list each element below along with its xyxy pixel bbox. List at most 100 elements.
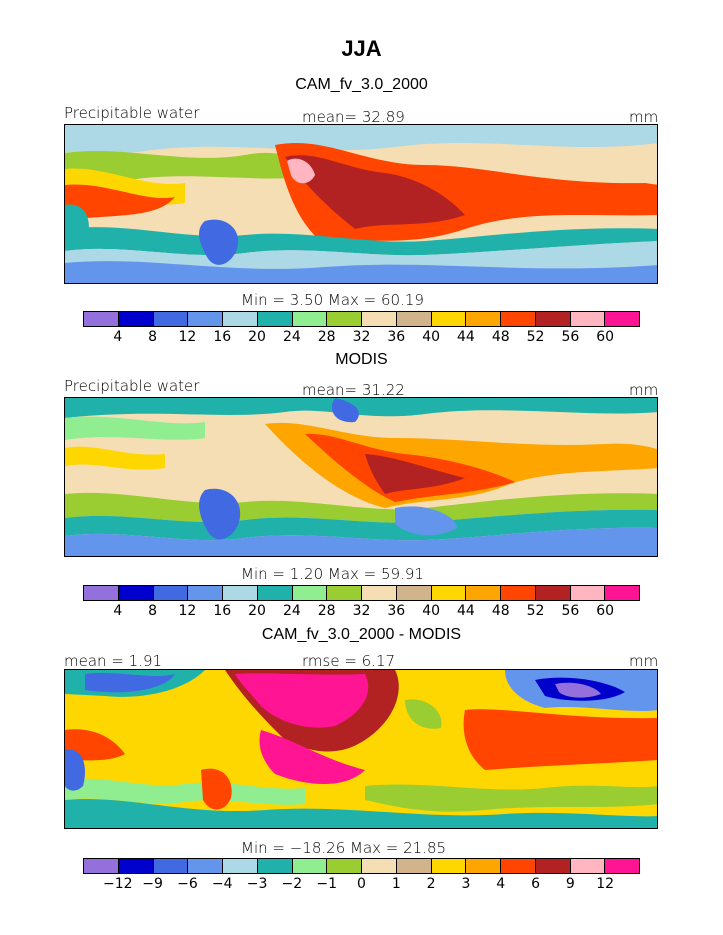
- colorbar-swatch: [396, 586, 432, 600]
- tick-label: 60: [596, 603, 615, 619]
- panel-3-units: mm: [629, 652, 659, 670]
- tick-label: 44: [457, 603, 475, 619]
- panel-2-ticks: 4 8 12 16 20 24 28 32 36 40 44 48 52 56 …: [83, 603, 640, 619]
- colorbar-swatch: [257, 312, 293, 326]
- tick-label: 12: [178, 603, 197, 619]
- tick-label: 8: [148, 329, 158, 345]
- colorbar-swatch: [153, 312, 189, 326]
- colorbar-swatch: [153, 859, 189, 873]
- tick-label: 60: [596, 329, 615, 345]
- panel-2-colorbar: [83, 585, 640, 601]
- colorbar-swatch: [605, 586, 639, 600]
- colorbar-swatch: [396, 312, 432, 326]
- tick-label: 32: [352, 603, 371, 619]
- panel-1-units: mm: [629, 108, 659, 126]
- tick-label: 12: [596, 876, 615, 892]
- tick-label: 24: [282, 603, 301, 619]
- tick-label: 36: [387, 329, 406, 345]
- tick-label: −9: [142, 876, 163, 892]
- colorbar-swatch: [188, 859, 223, 873]
- panel-3-mean: mean = 1.91: [64, 652, 163, 670]
- tick-label: 4: [496, 876, 506, 892]
- tick-label: 24: [282, 329, 301, 345]
- tick-label: 52: [526, 329, 545, 345]
- colorbar-swatch: [535, 859, 571, 873]
- panel-1-title: CAM_fv_3.0_2000: [295, 76, 428, 93]
- colorbar-swatch: [605, 859, 639, 873]
- tick-label: 4: [113, 329, 123, 345]
- tick-label: 16: [213, 603, 232, 619]
- tick-label: 32: [352, 329, 371, 345]
- tick-label: 0: [357, 876, 366, 892]
- colorbar-swatch: [501, 312, 536, 326]
- panel-1-ticks: 4 8 12 16 20 24 28 32 36 40 44 48 52 56 …: [83, 329, 640, 345]
- colorbar-swatch: [570, 312, 606, 326]
- tick-label: 6: [531, 876, 541, 892]
- colorbar-swatch: [501, 859, 536, 873]
- tick-label: 8: [148, 603, 158, 619]
- colorbar-swatch: [570, 859, 606, 873]
- colorbar-swatch: [327, 586, 362, 600]
- tick-label: −2: [281, 876, 303, 892]
- colorbar-swatch: [84, 586, 119, 600]
- tick-label: 40: [422, 603, 441, 619]
- colorbar-swatch: [292, 586, 328, 600]
- panel-2-minmax: Min = 1.20 Max = 59.91: [241, 565, 424, 583]
- tick-label: 9: [565, 876, 575, 892]
- tick-label: 28: [317, 329, 336, 345]
- colorbar-swatch: [501, 586, 536, 600]
- colorbar-swatch: [84, 312, 119, 326]
- colorbar-swatch: [223, 586, 258, 600]
- tick-label: −1: [316, 876, 338, 892]
- panel-2-mean: mean= 31.22: [302, 381, 405, 399]
- colorbar-swatch: [327, 859, 362, 873]
- panel-3-title: CAM_fv_3.0_2000 - MODIS: [261, 626, 462, 643]
- tick-label: 20: [248, 603, 266, 619]
- colorbar-swatch: [431, 586, 467, 600]
- colorbar-swatch: [431, 859, 467, 873]
- colorbar-swatch: [396, 859, 432, 873]
- colorbar-swatch: [188, 586, 223, 600]
- colorbar-swatch: [118, 859, 154, 873]
- season-title: JJA: [341, 36, 382, 61]
- colorbar-swatch: [257, 586, 293, 600]
- tick-label: 48: [491, 603, 510, 619]
- tick-label: 44: [457, 329, 475, 345]
- colorbar-swatch: [188, 312, 223, 326]
- panel-3-minmax: Min = −18.26 Max = 21.85: [241, 839, 447, 857]
- colorbar-swatch: [257, 859, 293, 873]
- panel-2-title: MODIS: [335, 351, 388, 368]
- colorbar-swatch: [327, 312, 362, 326]
- tick-label: 12: [178, 329, 197, 345]
- colorbar-swatch: [118, 312, 154, 326]
- tick-label: −12: [103, 876, 133, 892]
- colorbar-swatch: [535, 312, 571, 326]
- tick-label: 40: [422, 329, 441, 345]
- colorbar-swatch: [431, 312, 467, 326]
- tick-label: −3: [246, 876, 268, 892]
- panel-1-mean: mean= 32.89: [302, 108, 405, 126]
- tick-label: 4: [113, 603, 123, 619]
- tick-label: 56: [561, 603, 580, 619]
- colorbar-swatch: [466, 859, 501, 873]
- colorbar-swatch: [570, 586, 606, 600]
- colorbar-swatch: [118, 586, 154, 600]
- colorbar-swatch: [605, 312, 639, 326]
- panel-3-colorbar: [83, 858, 640, 874]
- colorbar-swatch: [362, 586, 397, 600]
- tick-label: 2: [426, 876, 436, 892]
- tick-label: 48: [491, 329, 510, 345]
- tick-label: −6: [177, 876, 198, 892]
- colorbar-swatch: [362, 859, 397, 873]
- colorbar-swatch: [292, 859, 328, 873]
- colorbar-swatch: [466, 312, 501, 326]
- tick-label: 56: [561, 329, 580, 345]
- panel-2-left-label: Precipitable water: [64, 377, 200, 395]
- panel-1-left-label: Precipitable water: [64, 104, 200, 122]
- colorbar-swatch: [292, 312, 328, 326]
- tick-label: −4: [211, 876, 233, 892]
- panel-3-map: [64, 669, 658, 829]
- panel-1-colorbar: [83, 311, 640, 327]
- colorbar-swatch: [84, 859, 119, 873]
- tick-label: 1: [391, 876, 401, 892]
